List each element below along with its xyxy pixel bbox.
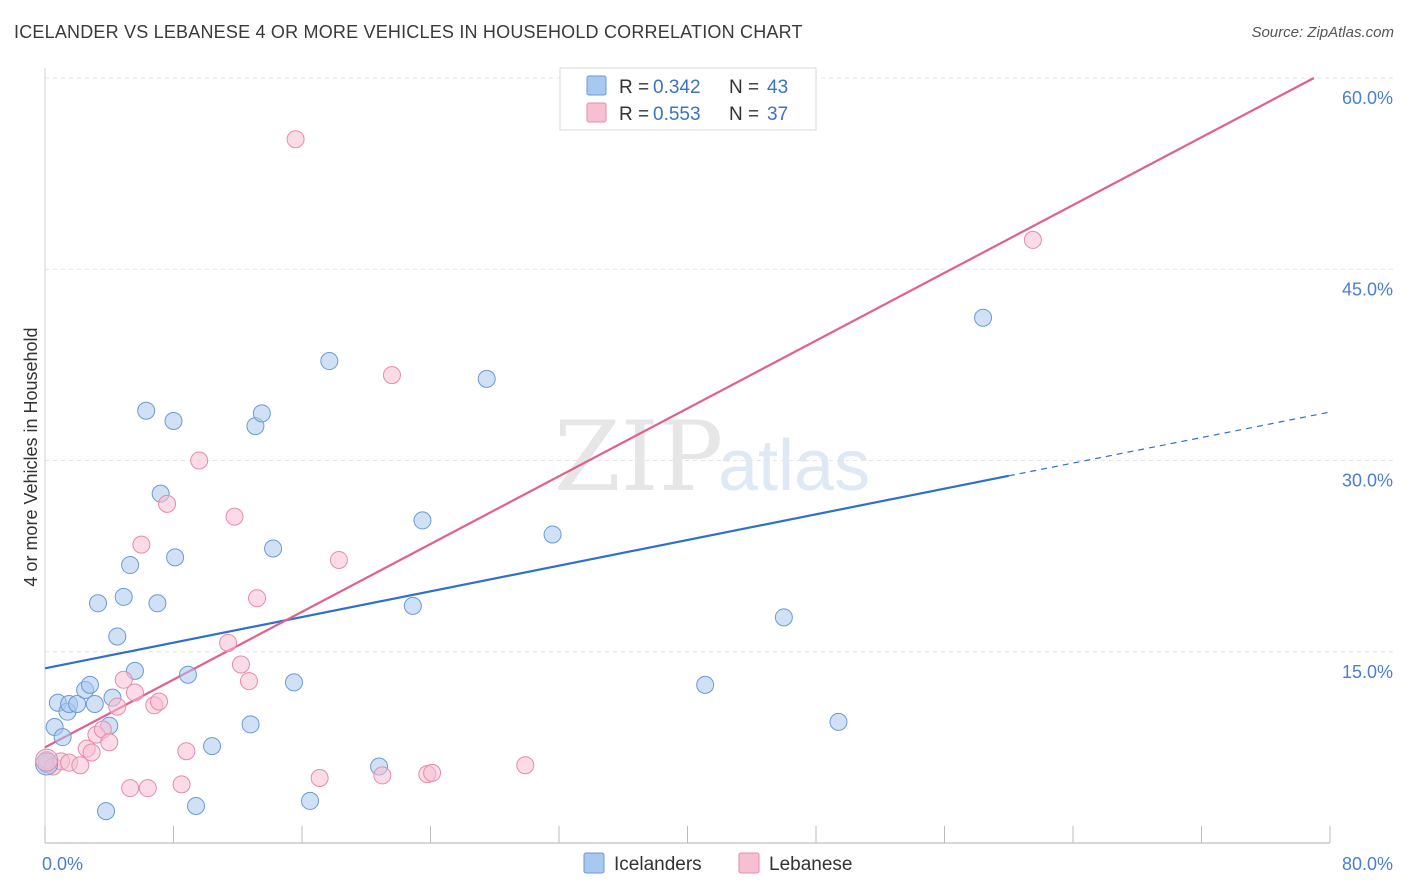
source-label: Source: ZipAtlas.com — [1251, 24, 1394, 41]
point-icelanders-25 — [203, 737, 222, 756]
x-tick-label-1: 80.0% — [1342, 854, 1393, 874]
y-tick-labels: 15.0% 30.0% 45.0% 60.0% — [1342, 88, 1393, 682]
y-tick-label-0: 15.0% — [1342, 662, 1393, 682]
point-icelanders-21 — [164, 411, 183, 430]
point-icelanders-29 — [264, 539, 283, 558]
point-icelanders-15 — [114, 587, 133, 606]
point-lebanese-36 — [1023, 230, 1042, 249]
watermark-zip: ZIP — [554, 401, 723, 513]
point-lebanese-20 — [177, 742, 196, 761]
point-icelanders-9 — [85, 695, 104, 714]
legend-swatch-icelanders — [586, 75, 607, 96]
point-lebanese-30 — [373, 766, 392, 785]
point-lebanese-24 — [231, 655, 250, 674]
point-lebanese-23 — [225, 507, 244, 526]
point-lebanese-18 — [158, 494, 177, 513]
point-lebanese-27 — [286, 130, 305, 149]
point-icelanders-14 — [108, 627, 127, 646]
legend-n-value-1: 37 — [767, 104, 788, 125]
point-icelanders-16 — [121, 556, 140, 575]
x-tick-labels: 0.0% 80.0% — [42, 854, 1393, 874]
point-lebanese-25 — [239, 672, 258, 691]
legend-n-label-0: N = — [729, 77, 759, 98]
series-legend-swatch-icelanders — [583, 852, 605, 874]
point-icelanders-35 — [413, 511, 432, 530]
point-icelanders-23 — [178, 665, 197, 684]
legend-r-label-1: R = — [619, 104, 649, 125]
chart-title: ICELANDER VS LEBANESE 4 OR MORE VEHICLES… — [14, 22, 803, 42]
point-icelanders-39 — [774, 608, 793, 627]
point-lebanese-10 — [108, 697, 127, 716]
point-icelanders-32 — [320, 352, 339, 371]
point-lebanese-26 — [248, 589, 267, 608]
y-tick-label-3: 60.0% — [1342, 88, 1393, 108]
point-lebanese-12 — [121, 779, 140, 798]
point-icelanders-6 — [68, 695, 87, 714]
y-axis-label: 4 or more Vehicles in Household — [21, 327, 41, 586]
point-icelanders-36 — [477, 369, 496, 388]
watermark-atlas: atlas — [718, 426, 870, 506]
point-lebanese-17 — [150, 692, 169, 711]
point-lebanese-33 — [423, 763, 442, 782]
series-legend-label-icelanders: Icelanders — [614, 854, 702, 875]
point-lebanese-28 — [310, 768, 329, 787]
point-lebanese-14 — [132, 535, 151, 554]
gridlines — [45, 77, 1395, 653]
point-icelanders-38 — [696, 675, 715, 694]
point-icelanders-22 — [166, 548, 185, 567]
series-legend-label-lebanese: Lebanese — [769, 854, 852, 875]
watermark: ZIP atlas — [554, 401, 870, 513]
point-lebanese-6 — [82, 743, 101, 762]
trend-extension-0 — [1008, 411, 1331, 477]
point-icelanders-41 — [974, 308, 993, 327]
x-tick-label-0: 0.0% — [42, 854, 83, 874]
point-lebanese-13 — [125, 683, 144, 702]
legend-swatch-lebanese — [586, 102, 607, 123]
legend: R = 0.342 N = 43 R = 0.553 N = 37 — [559, 67, 817, 131]
point-icelanders-18 — [137, 401, 156, 420]
legend-n-value-0: 43 — [767, 77, 788, 98]
point-lebanese-22 — [219, 633, 238, 652]
legend-r-value-0: 0.342 — [653, 77, 701, 98]
data-points — [35, 67, 1042, 821]
point-icelanders-30 — [284, 673, 303, 692]
point-lebanese-9 — [100, 733, 119, 752]
point-icelanders-8 — [80, 675, 99, 694]
point-icelanders-3 — [53, 728, 72, 747]
point-lebanese-cluster — [35, 748, 59, 772]
trend-line-0 — [44, 474, 1009, 670]
trend-line-1 — [44, 77, 1315, 749]
series-legend-swatch-lebanese — [738, 852, 760, 874]
point-lebanese-15 — [138, 779, 157, 798]
y-tick-label-1: 30.0% — [1342, 471, 1393, 491]
axes — [44, 68, 1331, 844]
legend-n-label-1: N = — [729, 104, 759, 125]
point-lebanese-11 — [114, 670, 133, 689]
point-lebanese-19 — [172, 775, 191, 794]
series-legend: Icelanders Lebanese — [583, 852, 852, 875]
point-lebanese-4 — [71, 756, 90, 775]
point-icelanders-40 — [829, 712, 848, 731]
legend-r-value-1: 0.553 — [653, 104, 701, 125]
point-icelanders-10 — [89, 594, 108, 613]
point-icelanders-19 — [148, 594, 167, 613]
trend-lines — [44, 77, 1331, 749]
point-icelanders-31 — [301, 791, 320, 810]
point-icelanders-37 — [543, 525, 562, 544]
y-tick-label-2: 45.0% — [1342, 279, 1393, 299]
point-lebanese-29 — [329, 550, 348, 569]
point-lebanese-21 — [190, 451, 209, 470]
point-icelanders-28 — [252, 404, 271, 423]
point-icelanders-11 — [97, 802, 116, 821]
point-icelanders-26 — [241, 715, 260, 734]
point-icelanders-34 — [403, 596, 422, 615]
legend-r-label-0: R = — [619, 77, 649, 98]
point-lebanese-31 — [382, 366, 401, 385]
point-icelanders-24 — [186, 797, 205, 816]
point-lebanese-34 — [516, 756, 535, 775]
